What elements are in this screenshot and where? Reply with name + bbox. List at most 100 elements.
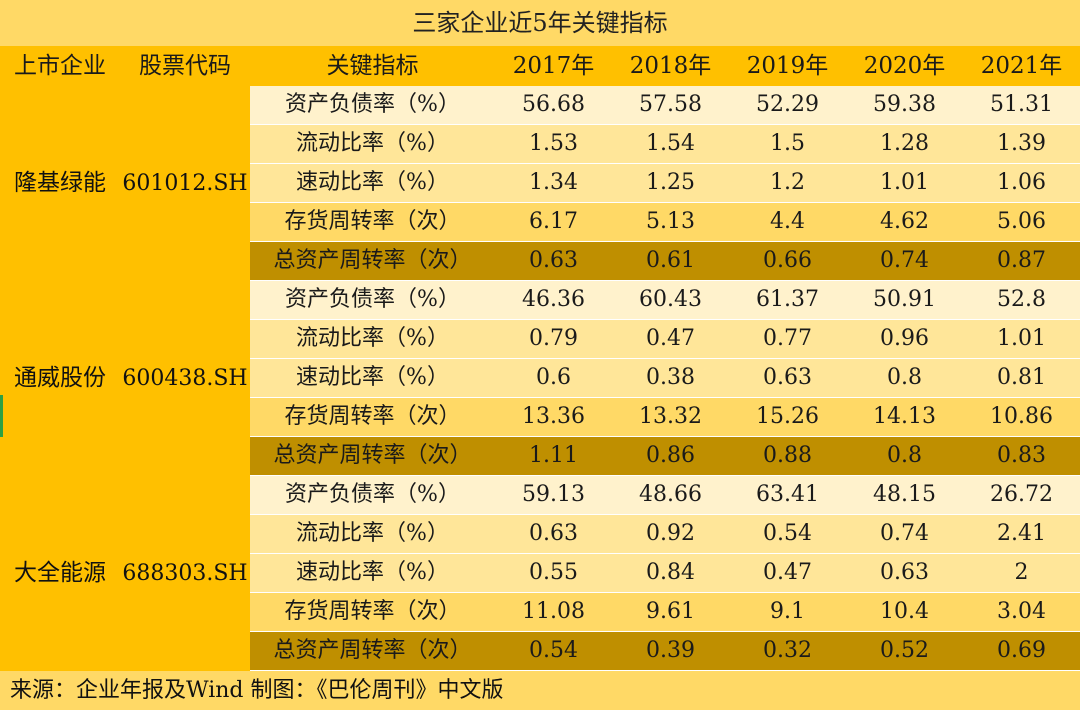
value-cell: 0.8: [887, 443, 922, 468]
value-cell: 0.32: [763, 638, 812, 663]
value-cell: 51.31: [990, 92, 1053, 117]
metric-label: 速动比率（%）: [296, 560, 449, 585]
table-row: 存货周转率（次） 11.08 9.61 9.1 10.4 3.04: [250, 593, 1080, 632]
metric-label: 总资产周转率（次）: [273, 638, 472, 663]
value-cell: 26.72: [990, 482, 1053, 507]
company-block: 隆基绿能 601012.SH: [0, 86, 250, 283]
value-cell: 57.58: [639, 92, 702, 117]
value-cell: 0.47: [646, 326, 695, 351]
table-row: 总资产周转率（次） 1.11 0.86 0.88 0.8 0.83: [250, 437, 1080, 476]
value-cell: 0.86: [646, 443, 695, 468]
value-cell: 5.06: [997, 209, 1046, 234]
value-cell: 2.41: [997, 521, 1046, 546]
value-cell: 59.13: [522, 482, 585, 507]
table-row: 总资产周转率（次） 0.63 0.61 0.66 0.74 0.87: [250, 242, 1080, 281]
metric-label: 存货周转率（次）: [284, 209, 461, 234]
value-cell: 1.39: [997, 131, 1046, 156]
table-row: 资产负债率（%） 56.68 57.58 52.29 59.38 51.31: [250, 86, 1080, 125]
value-cell: 63.41: [756, 482, 819, 507]
value-cell: 0.8: [887, 365, 922, 390]
value-cell: 0.55: [529, 560, 578, 585]
table-row: 速动比率（%） 1.34 1.25 1.2 1.01 1.06: [250, 164, 1080, 203]
value-cell: 0.77: [763, 326, 812, 351]
value-cell: 0.63: [880, 560, 929, 585]
metric-label: 总资产周转率（次）: [273, 248, 472, 273]
value-cell: 0.79: [529, 326, 578, 351]
value-cell: 0.39: [646, 638, 695, 663]
metric-label: 流动比率（%）: [296, 131, 449, 156]
value-cell: 1.25: [646, 170, 695, 195]
value-cell: 0.38: [646, 365, 695, 390]
company-name: 隆基绿能: [14, 170, 106, 196]
company-name: 大全能源: [14, 560, 106, 586]
metric-label: 资产负债率（%）: [285, 287, 460, 312]
value-cell: 50.91: [873, 287, 936, 312]
value-cell: 1.2: [770, 170, 805, 195]
value-cell: 52.29: [756, 92, 819, 117]
stock-code: 601012.SH: [122, 171, 248, 196]
table-row: 流动比率（%） 0.63 0.92 0.54 0.74 2.41: [250, 515, 1080, 554]
value-cell: 1.34: [529, 170, 578, 195]
value-cell: 60.43: [639, 287, 702, 312]
value-cell: 0.63: [529, 248, 578, 273]
metric-label: 速动比率（%）: [296, 365, 449, 390]
value-cell: 0.87: [997, 248, 1046, 273]
value-cell: 14.13: [873, 404, 936, 429]
value-cell: 0.47: [763, 560, 812, 585]
table-row: 速动比率（%） 0.6 0.38 0.63 0.8 0.81: [250, 359, 1080, 398]
chart-title: 三家企业近5年关键指标: [0, 0, 1080, 47]
value-cell: 13.32: [639, 404, 702, 429]
header-metric: 关键指标: [326, 53, 419, 79]
value-cell: 0.84: [646, 560, 695, 585]
metric-label: 存货周转率（次）: [284, 404, 461, 429]
company-block: 通威股份 600438.SH: [0, 281, 250, 478]
table-row: 流动比率（%） 0.79 0.47 0.77 0.96 1.01: [250, 320, 1080, 359]
value-cell: 0.66: [763, 248, 812, 273]
table-row: 存货周转率（次） 13.36 13.32 15.26 14.13 10.86: [250, 398, 1080, 437]
value-cell: 1.54: [646, 131, 695, 156]
header-code: 股票代码: [139, 53, 231, 79]
value-cell: 1.53: [529, 131, 578, 156]
value-cell: 1.11: [529, 443, 578, 468]
value-cell: 10.86: [990, 404, 1053, 429]
value-cell: 5.13: [646, 209, 695, 234]
value-cell: 4.62: [880, 209, 929, 234]
value-cell: 9.1: [770, 599, 805, 624]
header-company: 上市企业: [14, 53, 106, 79]
value-cell: 61.37: [756, 287, 819, 312]
value-cell: 0.74: [880, 248, 929, 273]
table-row: 资产负债率（%） 59.13 48.66 63.41 48.15 26.72: [250, 476, 1080, 515]
value-cell: 52.8: [997, 287, 1046, 312]
metric-label: 资产负债率（%）: [285, 482, 460, 507]
value-cell: 9.61: [646, 599, 695, 624]
value-cell: 0.88: [763, 443, 812, 468]
value-cell: 0.83: [997, 443, 1046, 468]
edge-marker: [0, 395, 3, 437]
company-name: 通威股份: [14, 365, 106, 391]
value-cell: 0.81: [997, 365, 1046, 390]
value-cell: 0.61: [646, 248, 695, 273]
value-cell: 10.4: [880, 599, 929, 624]
value-cell: 2: [1014, 560, 1029, 585]
table-row: 资产负债率（%） 46.36 60.43 61.37 50.91 52.8: [250, 281, 1080, 320]
header-year-2020: 2020年: [863, 53, 946, 79]
value-cell: 13.36: [522, 404, 585, 429]
value-cell: 4.4: [770, 209, 805, 234]
source-footer: 来源：企业年报及Wind 制图：《巴伦周刊》中文版: [0, 671, 1080, 710]
value-cell: 0.96: [880, 326, 929, 351]
table-row: 存货周转率（次） 6.17 5.13 4.4 4.62 5.06: [250, 203, 1080, 242]
value-cell: 0.92: [646, 521, 695, 546]
metric-label: 流动比率（%）: [296, 521, 449, 546]
value-cell: 11.08: [522, 599, 585, 624]
header-year-2017: 2017年: [512, 53, 595, 79]
value-cell: 1.01: [997, 326, 1046, 351]
value-cell: 59.38: [873, 92, 936, 117]
value-cell: 48.66: [639, 482, 702, 507]
value-cell: 1.01: [880, 170, 929, 195]
value-cell: 0.74: [880, 521, 929, 546]
stock-code: 688303.SH: [122, 561, 248, 586]
value-cell: 3.04: [997, 599, 1046, 624]
value-cell: 48.15: [873, 482, 936, 507]
value-cell: 0.69: [997, 638, 1046, 663]
